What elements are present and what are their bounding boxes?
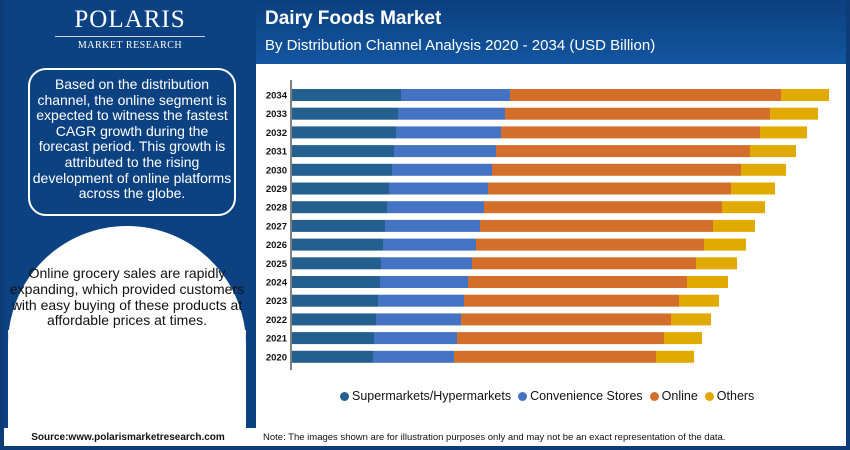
- chart-subtitle: By Distribution Channel Analysis 2020 - …: [265, 37, 656, 54]
- bubble-text: Online grocery sales are rapidly expandi…: [9, 265, 245, 329]
- chart-header: Dairy Foods Market By Distribution Chann…: [256, 0, 846, 64]
- legend-dot-icon: [340, 391, 349, 401]
- legend-dot-icon: [649, 391, 659, 401]
- legend-label: Supermarkets/Hypermarkets: [352, 389, 512, 403]
- legend-dot-icon: [704, 391, 714, 401]
- logo-divider: [55, 36, 205, 37]
- legend-item: Supermarkets/Hypermarkets: [340, 389, 511, 403]
- chart-title: Dairy Foods Market: [265, 8, 442, 29]
- chart-legend: Supermarkets/Hypermarkets Convenience Sto…: [340, 389, 754, 403]
- legend-label: Others: [716, 389, 755, 403]
- legend-item: Online: [649, 389, 698, 403]
- legend-label: Online: [661, 389, 698, 403]
- insight-box: Based on the distribution channel, the o…: [28, 68, 236, 216]
- source-bar: [4, 428, 256, 446]
- logo-tagline: MARKET RESEARCH: [77, 40, 183, 51]
- legend-dot-icon: [518, 391, 528, 401]
- footer-note: Note: The images shown are for illustrat…: [263, 432, 726, 443]
- legend-label: Convenience Stores: [530, 389, 643, 403]
- source-text: Source:www.polarismarketresearch.com: [31, 432, 225, 443]
- legend-item: Others: [704, 389, 755, 403]
- logo-name: POLARIS: [74, 6, 186, 33]
- legend-item: Convenience Stores: [518, 389, 643, 403]
- polaris-logo: POLARIS MARKET RESEARCH: [4, 6, 256, 51]
